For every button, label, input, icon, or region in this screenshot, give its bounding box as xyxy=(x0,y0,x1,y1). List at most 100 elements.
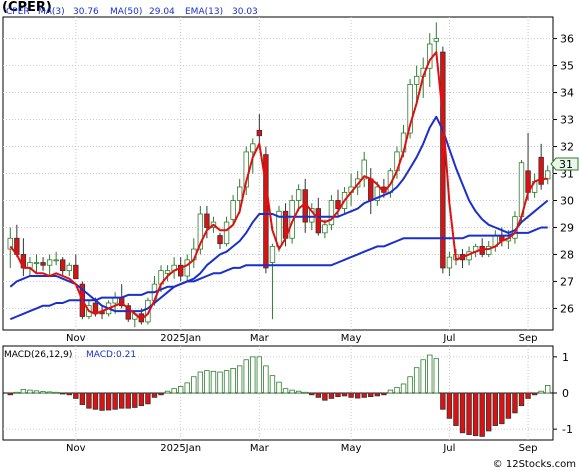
candle-body xyxy=(486,245,492,255)
candle-body xyxy=(335,200,341,209)
macd-bar xyxy=(545,385,551,394)
watermark: © 12Stocks.com xyxy=(492,459,576,470)
macd-bar xyxy=(210,370,217,394)
macd-bar xyxy=(315,392,322,398)
candle-body xyxy=(197,213,204,250)
candle-body xyxy=(230,200,236,220)
ema13-line xyxy=(9,115,549,313)
candle-body xyxy=(446,256,453,269)
macd-bars xyxy=(7,354,551,437)
candle-body xyxy=(7,237,13,250)
candle-body xyxy=(177,264,184,277)
macd-bar xyxy=(125,392,131,409)
macd-bar xyxy=(374,392,381,397)
candle-body xyxy=(125,305,131,320)
macd-bar xyxy=(289,389,295,394)
macd-xtick-label: Nov xyxy=(66,443,86,454)
last-price-value: 31 xyxy=(559,158,573,171)
macd-bar xyxy=(151,392,158,398)
macd-bar xyxy=(492,392,498,426)
macd-bar xyxy=(138,392,145,407)
price-ytick-label: 34 xyxy=(560,87,574,100)
macd-bar xyxy=(53,391,59,394)
macd-bar xyxy=(295,390,302,394)
candle-body xyxy=(538,156,544,185)
candle-body xyxy=(328,200,335,226)
macd-bar xyxy=(184,382,190,394)
macd-bar xyxy=(387,389,394,394)
macd-bar xyxy=(236,365,243,394)
candle-body xyxy=(322,224,328,234)
macd-bar xyxy=(223,370,230,394)
macd-bar xyxy=(217,371,223,394)
price-xtick-label: Sep xyxy=(519,333,538,344)
candle-body xyxy=(164,270,171,274)
macd-bar xyxy=(525,392,531,399)
macd-bar xyxy=(354,392,361,399)
price-ytick-label: 32 xyxy=(560,141,574,154)
macd-bar xyxy=(40,391,46,394)
macd-bar xyxy=(453,392,459,426)
macd-bar xyxy=(119,392,125,409)
price-ytick-label: 36 xyxy=(560,33,574,46)
macd-bar xyxy=(446,392,453,419)
macd-bar xyxy=(243,359,249,394)
macd-bar xyxy=(191,376,197,394)
macd-bar xyxy=(276,381,282,394)
candle-body xyxy=(368,178,374,201)
macd-bar xyxy=(531,392,538,396)
candle-body xyxy=(407,84,413,134)
candle-body xyxy=(53,259,59,262)
macd-bar xyxy=(282,388,289,394)
macd-bar xyxy=(269,375,276,394)
macd-bar xyxy=(158,392,164,396)
macd-bar xyxy=(368,392,374,398)
macd-bar xyxy=(499,392,505,425)
macd-bar xyxy=(46,391,53,394)
macd-bar xyxy=(394,387,400,394)
macd-bar xyxy=(14,391,20,394)
macd-bar xyxy=(204,370,210,394)
price-ytick-label: 27 xyxy=(560,275,574,288)
macd-bar xyxy=(440,392,446,410)
candle-body xyxy=(295,189,302,201)
macd-bar xyxy=(459,392,466,434)
candle-body xyxy=(256,129,263,137)
price-ytick-label: 33 xyxy=(560,114,574,127)
candle-body xyxy=(184,259,190,277)
macd-y-axis: -1 0 1 xyxy=(553,351,573,436)
macd-bar xyxy=(341,392,348,397)
price-legend: CPER MA(3) 30.76 MA(50) 29.04 EMA(13) 30… xyxy=(6,7,258,17)
macd-bar xyxy=(420,359,426,394)
macd-bar xyxy=(256,356,263,394)
last-price-tag: 31 xyxy=(550,157,579,171)
macd-bar xyxy=(164,390,171,394)
macd-bar xyxy=(381,392,387,396)
macd-bar xyxy=(322,392,328,401)
macd-bar xyxy=(413,367,420,394)
candle-body xyxy=(269,245,276,263)
candle-body xyxy=(440,51,446,269)
macd-bar xyxy=(309,392,315,396)
macd-bar xyxy=(20,388,27,394)
macd-bar xyxy=(73,392,79,399)
macd-ytick-label: 1 xyxy=(562,351,569,364)
macd-bar xyxy=(400,383,407,394)
macd-bar xyxy=(512,392,518,414)
candle-body xyxy=(33,262,40,264)
macd-bar xyxy=(112,392,118,410)
legend-ma50-value: 29.04 xyxy=(149,7,175,17)
macd-bar xyxy=(230,368,236,394)
macd-bar xyxy=(132,392,138,408)
macd-bar xyxy=(433,358,439,394)
candle-body xyxy=(73,264,79,280)
ma3-line xyxy=(9,51,548,321)
legend-ma3-value: 30.76 xyxy=(73,7,99,17)
macd-ytick-label: -1 xyxy=(562,423,573,436)
macd-bar xyxy=(145,392,151,405)
macd-bar xyxy=(348,392,354,398)
macd-bar xyxy=(60,392,66,395)
legend-ema13-value: 30.03 xyxy=(232,7,258,17)
price-frame xyxy=(2,16,554,331)
price-xtick-label: Jul xyxy=(442,333,455,344)
